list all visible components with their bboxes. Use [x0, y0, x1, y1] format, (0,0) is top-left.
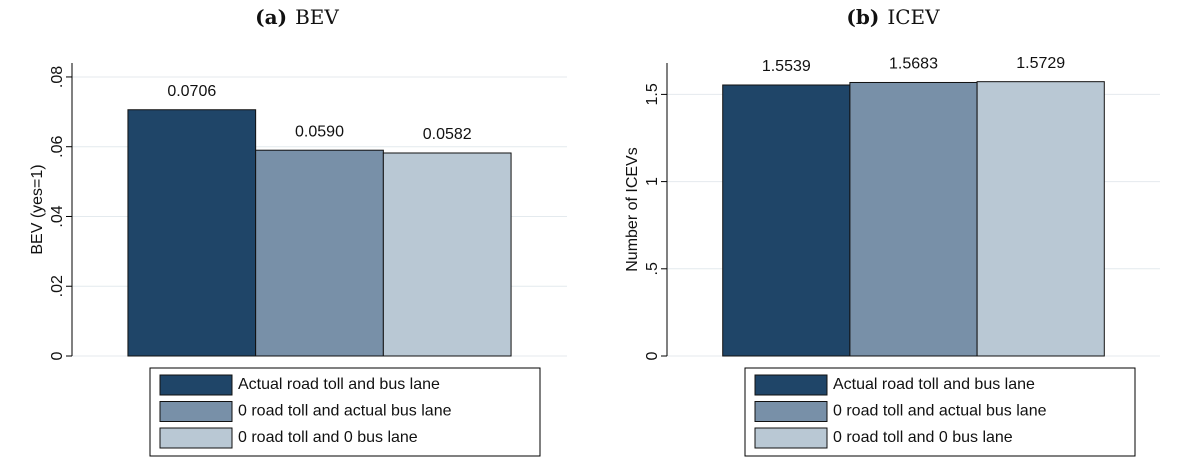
panel-label: (a) — [255, 5, 287, 29]
legend-label: 0 road toll and actual bus lane — [833, 403, 1047, 420]
legend-box — [744, 367, 1136, 457]
value-label: 1.5729 — [1016, 55, 1065, 72]
y-tick-label: 1.5 — [644, 83, 661, 105]
bar — [255, 149, 384, 357]
y-tick-label: .04 — [49, 205, 66, 227]
value-label: 0.0590 — [295, 123, 344, 140]
value-label: 1.5539 — [762, 58, 811, 75]
chart-title: (b) ICEV — [846, 5, 940, 29]
title-text: ICEV — [887, 5, 940, 29]
bar — [382, 152, 512, 357]
value-label: 1.5683 — [889, 56, 938, 73]
legend-box — [149, 367, 541, 457]
bar — [127, 109, 257, 357]
legend-swatch — [754, 427, 828, 449]
y-tick-label: .06 — [49, 135, 66, 157]
legend-label: 0 road toll and 0 bus lane — [833, 429, 1013, 446]
y-tick-label: .5 — [644, 262, 661, 275]
y-axis-title: BEV (yes=1) — [29, 164, 46, 254]
chart-title: (a) BEV — [255, 5, 339, 29]
y-axis-title: Number of ICEVs — [624, 147, 641, 271]
bar — [722, 84, 851, 357]
bar — [849, 81, 978, 357]
y-tick-label: .08 — [49, 66, 66, 88]
y-tick-label: 1 — [644, 177, 661, 186]
legend-swatch — [159, 401, 233, 422]
y-tick-label: 0 — [644, 351, 661, 360]
legend-swatch — [159, 374, 233, 396]
legend-swatch — [159, 427, 233, 449]
title-text: BEV — [295, 5, 339, 29]
value-label: 0.0582 — [423, 126, 472, 143]
legend-label: 0 road toll and actual bus lane — [238, 403, 452, 420]
value-label: 0.0706 — [167, 83, 216, 100]
legend-label: Actual road toll and bus lane — [238, 376, 440, 393]
legend-label: Actual road toll and bus lane — [833, 376, 1035, 393]
y-tick-label: 0 — [49, 351, 66, 360]
legend-label: 0 road toll and 0 bus lane — [238, 429, 418, 446]
bar — [976, 81, 1105, 357]
legend-swatch — [754, 374, 828, 396]
legend-swatch — [754, 401, 828, 422]
panel-label: (b) — [846, 5, 879, 29]
y-tick-label: .02 — [49, 275, 66, 297]
